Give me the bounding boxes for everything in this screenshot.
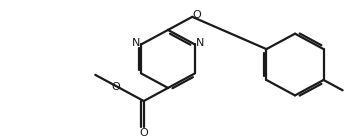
Text: O: O [139, 128, 148, 137]
Text: O: O [193, 10, 202, 20]
Text: N: N [196, 38, 204, 48]
Text: O: O [111, 82, 120, 92]
Text: N: N [132, 38, 140, 48]
